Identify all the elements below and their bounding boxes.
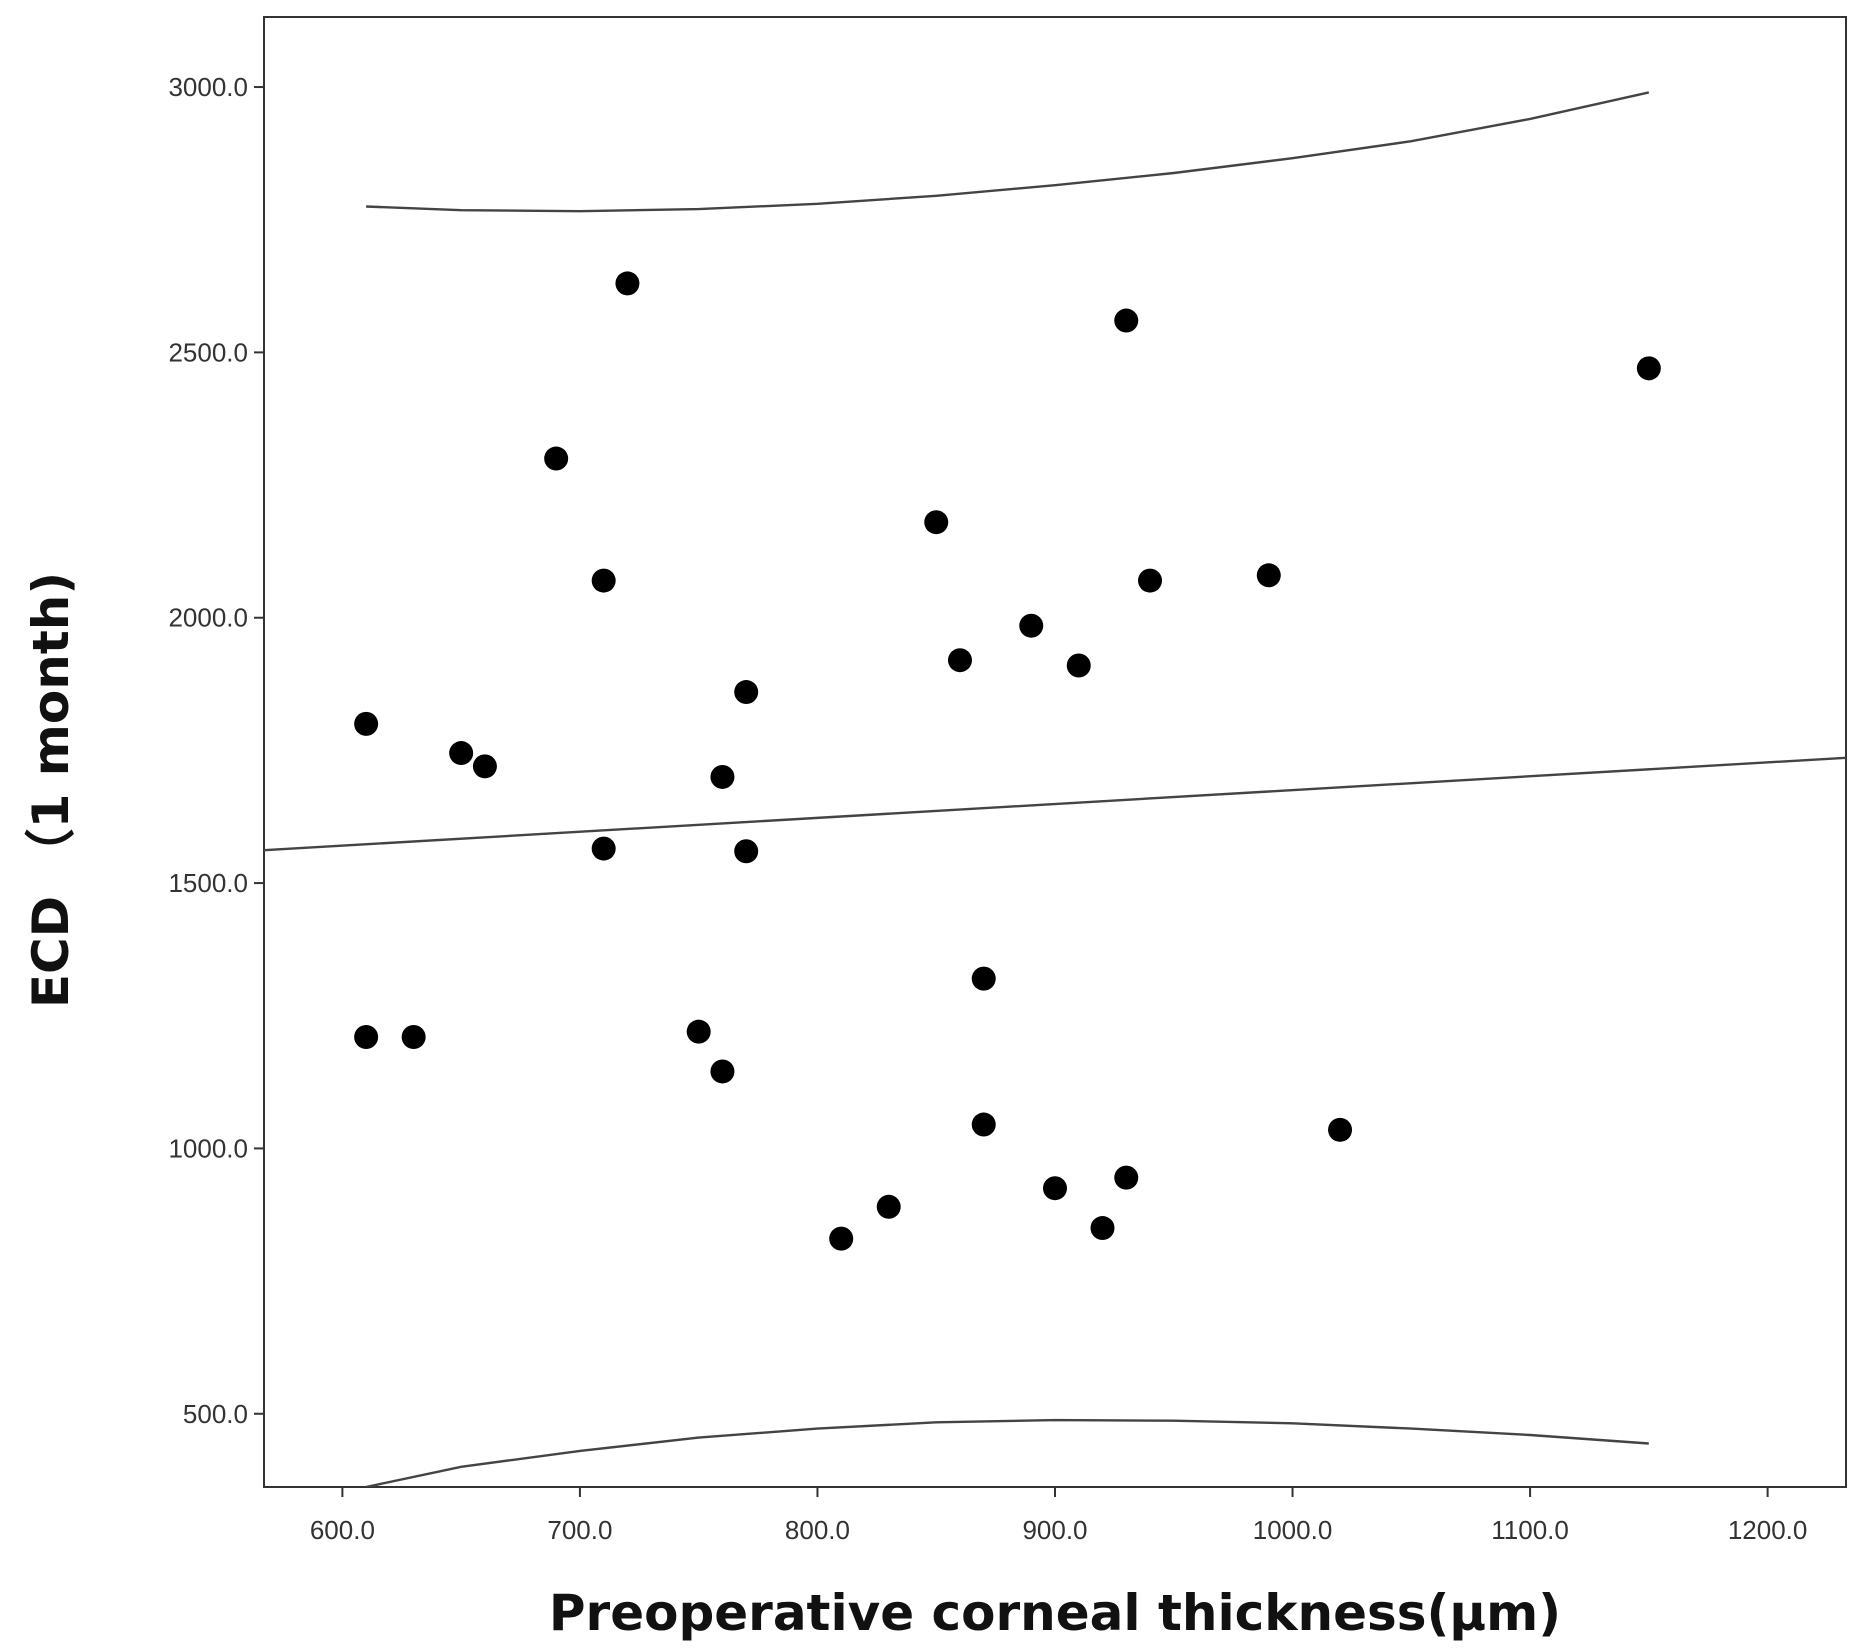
scatter-point xyxy=(449,741,474,766)
y-tick-label: 1500.0 xyxy=(168,868,248,898)
x-tick-label: 1100.0 xyxy=(1491,1515,1569,1545)
x-tick-label: 600.0 xyxy=(310,1515,375,1545)
y-tick-label: 3000.0 xyxy=(168,72,248,102)
fit-line xyxy=(264,756,1846,852)
scatter-point xyxy=(686,1019,711,1044)
upper-prediction-band xyxy=(366,91,1650,213)
x-axis-ticks: 600.0 700.0 800.0 900.0 1000.0 1100.0 1200.0 xyxy=(310,1487,1808,1545)
x-tick-label: 1200.0 xyxy=(1728,1515,1808,1545)
scatter-point xyxy=(401,1024,426,1049)
scatter-point xyxy=(1256,563,1281,588)
scatter-point xyxy=(472,754,497,779)
scatter-point xyxy=(971,1112,996,1137)
scatter-point xyxy=(354,711,379,736)
y-axis-title: ECD （1 month) xyxy=(22,572,80,1008)
scatter-point xyxy=(1019,613,1044,638)
fit-lines xyxy=(264,91,1846,1487)
scatter-point xyxy=(591,836,616,861)
data-points xyxy=(354,271,1661,1251)
scatter-point xyxy=(544,446,569,471)
y-tick-label: 500.0 xyxy=(183,1399,248,1429)
y-axis-ticks: 500.0 1000.0 1500.0 2000.0 2500.0 3000.0 xyxy=(168,72,264,1429)
scatter-point xyxy=(1066,653,1091,678)
scatter-point xyxy=(1114,1165,1139,1190)
scatter-point xyxy=(1328,1117,1353,1142)
x-tick-label: 900.0 xyxy=(1022,1515,1087,1545)
scatter-point xyxy=(354,1024,379,1049)
x-tick-label: 800.0 xyxy=(785,1515,850,1545)
y-tick-label: 1000.0 xyxy=(168,1133,248,1163)
x-tick-label: 700.0 xyxy=(547,1515,612,1545)
scatter-point xyxy=(947,648,972,673)
scatter-point xyxy=(591,568,616,593)
scatter-point xyxy=(1114,308,1139,333)
scatter-point xyxy=(1090,1216,1115,1241)
scatter-point xyxy=(1138,568,1163,593)
y-tick-label: 2500.0 xyxy=(168,337,248,367)
scatter-point xyxy=(734,839,759,864)
scatter-point xyxy=(710,764,735,789)
scatter-point xyxy=(1043,1176,1067,1201)
scatter-point xyxy=(876,1194,901,1219)
y-tick-label: 2000.0 xyxy=(168,603,248,633)
scatter-point xyxy=(924,510,949,535)
scatter-point xyxy=(734,680,759,705)
scatter-point xyxy=(971,966,996,991)
scatter-point xyxy=(710,1059,735,1084)
scatter-point xyxy=(1636,356,1661,381)
scatter-point xyxy=(829,1226,854,1251)
x-axis-title: Preoperative corneal thickness(μm) xyxy=(549,1584,1561,1642)
scatter-point xyxy=(615,271,640,296)
x-tick-label: 1000.0 xyxy=(1253,1515,1333,1545)
lower-prediction-band xyxy=(365,1418,1649,1487)
